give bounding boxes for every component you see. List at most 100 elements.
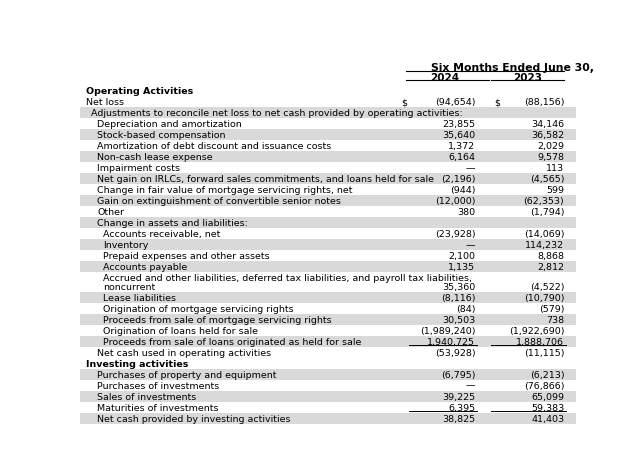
Text: Purchases of investments: Purchases of investments	[97, 381, 220, 390]
Bar	[80, 196, 576, 207]
Bar	[80, 358, 576, 369]
Text: (53,928): (53,928)	[435, 348, 476, 357]
Text: 114,232: 114,232	[525, 241, 564, 250]
Text: Net gain on IRLCs, forward sales commitments, and loans held for sale: Net gain on IRLCs, forward sales commitm…	[97, 175, 434, 184]
Text: (1,794): (1,794)	[530, 208, 564, 217]
Bar	[80, 413, 576, 424]
Bar	[80, 174, 576, 185]
Text: (6,213): (6,213)	[530, 370, 564, 379]
Text: 35,640: 35,640	[442, 131, 476, 140]
Text: Other: Other	[97, 208, 124, 217]
Text: Change in fair value of mortgage servicing rights, net: Change in fair value of mortgage servici…	[97, 186, 353, 195]
Text: (76,866): (76,866)	[524, 381, 564, 390]
Text: 380: 380	[457, 208, 476, 217]
Text: Non-cash lease expense: Non-cash lease expense	[97, 153, 212, 162]
Text: Inventory: Inventory	[103, 241, 148, 250]
Bar	[80, 229, 576, 240]
Bar	[80, 130, 576, 141]
Text: 1,888,706: 1,888,706	[516, 337, 564, 346]
Text: Investing activities: Investing activities	[86, 359, 189, 368]
Text: (62,353): (62,353)	[524, 197, 564, 206]
Bar	[80, 262, 576, 273]
Text: (6,795): (6,795)	[441, 370, 476, 379]
Text: (11,115): (11,115)	[524, 348, 564, 357]
Text: 2,029: 2,029	[538, 142, 564, 151]
Text: 6,164: 6,164	[448, 153, 476, 162]
Text: (944): (944)	[450, 186, 476, 195]
Bar	[80, 347, 576, 358]
Text: Operating Activities: Operating Activities	[86, 87, 193, 96]
Bar	[80, 185, 576, 196]
Text: $: $	[495, 98, 500, 107]
Text: 1,135: 1,135	[448, 263, 476, 272]
Text: Accrued and other liabilities, deferred tax liabilities, and payroll tax liabili: Accrued and other liabilities, deferred …	[103, 274, 472, 283]
Text: 65,099: 65,099	[531, 392, 564, 401]
Text: (23,928): (23,928)	[435, 230, 476, 239]
Text: 113: 113	[547, 164, 564, 173]
Text: —: —	[466, 381, 476, 390]
Bar	[80, 336, 576, 347]
Bar	[80, 97, 576, 108]
Text: Origination of loans held for sale: Origination of loans held for sale	[103, 326, 259, 335]
Bar	[80, 292, 576, 303]
Text: 38,825: 38,825	[442, 414, 476, 423]
Text: (4,565): (4,565)	[530, 175, 564, 184]
Text: $: $	[402, 98, 408, 107]
Bar	[80, 240, 576, 251]
Text: Gain on extinguishment of convertible senior notes: Gain on extinguishment of convertible se…	[97, 197, 341, 206]
Text: (2,196): (2,196)	[441, 175, 476, 184]
Text: 23,855: 23,855	[442, 120, 476, 129]
Text: (579): (579)	[539, 304, 564, 313]
Text: Origination of mortgage servicing rights: Origination of mortgage servicing rights	[103, 304, 294, 313]
Text: 39,225: 39,225	[442, 392, 476, 401]
Bar	[80, 108, 576, 119]
Text: —: —	[466, 164, 476, 173]
Text: 6,395: 6,395	[448, 403, 476, 412]
Text: 1,372: 1,372	[448, 142, 476, 151]
Bar	[80, 314, 576, 325]
Text: Proceeds from sale of loans originated as held for sale: Proceeds from sale of loans originated a…	[103, 337, 362, 346]
Bar	[80, 86, 576, 97]
Text: Lease liabilities: Lease liabilities	[103, 293, 176, 302]
Text: —: —	[466, 241, 476, 250]
Bar	[80, 119, 576, 130]
Bar	[80, 380, 576, 391]
Text: Accounts receivable, net: Accounts receivable, net	[103, 230, 221, 239]
Text: (10,790): (10,790)	[524, 293, 564, 302]
Text: 2023: 2023	[513, 73, 542, 83]
Text: 599: 599	[547, 186, 564, 195]
Text: Prepaid expenses and other assets: Prepaid expenses and other assets	[103, 252, 270, 261]
Text: Amortization of debt discount and issuance costs: Amortization of debt discount and issuan…	[97, 142, 332, 151]
Text: 34,146: 34,146	[531, 120, 564, 129]
Text: (94,654): (94,654)	[435, 98, 476, 107]
Bar	[80, 152, 576, 163]
Text: Net cash provided by investing activities: Net cash provided by investing activitie…	[97, 414, 291, 423]
Text: (88,156): (88,156)	[524, 98, 564, 107]
Text: (1,989,240): (1,989,240)	[420, 326, 476, 335]
Text: 36,582: 36,582	[531, 131, 564, 140]
Text: Net cash used in operating activities: Net cash used in operating activities	[97, 348, 271, 357]
Text: 2,100: 2,100	[448, 252, 476, 261]
Text: Impairment costs: Impairment costs	[97, 164, 180, 173]
Bar	[80, 141, 576, 152]
Bar	[80, 369, 576, 380]
Text: Six Months Ended June 30,: Six Months Ended June 30,	[431, 63, 593, 73]
Text: Adjustments to reconcile net loss to net cash provided by operating activities:: Adjustments to reconcile net loss to net…	[91, 109, 463, 118]
Bar	[80, 207, 576, 218]
Text: (12,000): (12,000)	[435, 197, 476, 206]
Bar	[80, 303, 576, 314]
Text: 2024: 2024	[429, 73, 459, 83]
Text: 2,812: 2,812	[538, 263, 564, 272]
Text: (8,116): (8,116)	[441, 293, 476, 302]
Bar	[80, 391, 576, 402]
Text: 738: 738	[547, 315, 564, 324]
Bar	[80, 402, 576, 413]
Text: Net loss: Net loss	[86, 98, 124, 107]
Text: 9,578: 9,578	[538, 153, 564, 162]
Text: (4,522): (4,522)	[530, 282, 564, 291]
Text: (1,922,690): (1,922,690)	[509, 326, 564, 335]
Bar	[80, 273, 576, 292]
Text: Purchases of property and equipment: Purchases of property and equipment	[97, 370, 276, 379]
Text: (84): (84)	[456, 304, 476, 313]
Text: Accounts payable: Accounts payable	[103, 263, 188, 272]
